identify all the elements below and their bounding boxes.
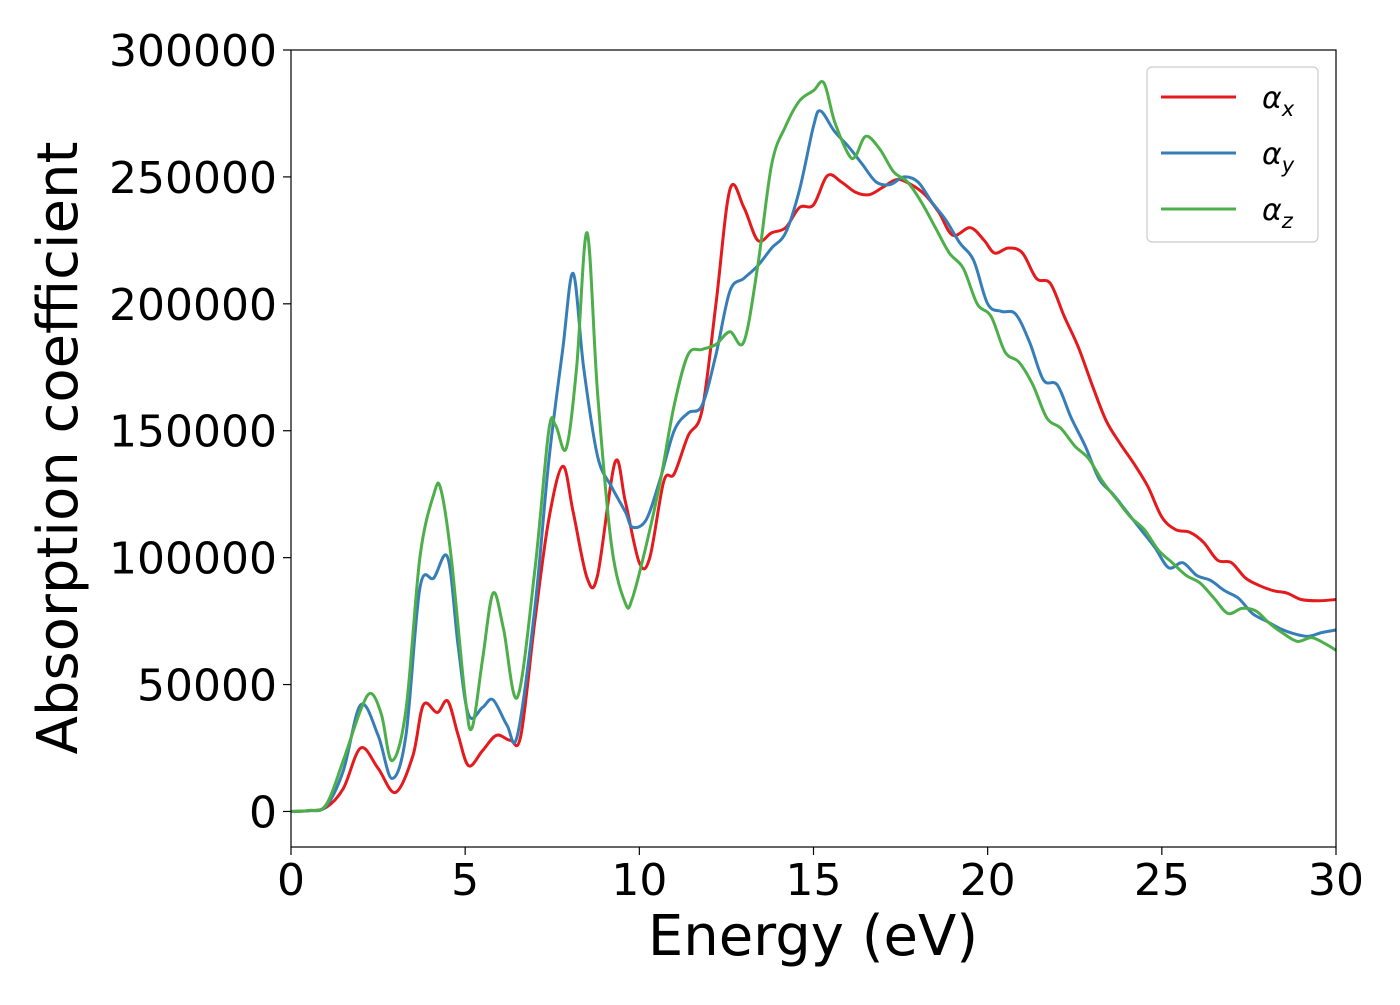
- y-tick-label: 150000: [109, 407, 277, 458]
- legend-label-y: αy: [1262, 137, 1295, 177]
- x-tick-label: 20: [960, 855, 1016, 906]
- x-axis-label: Energy (eV): [648, 904, 978, 969]
- y-tick-label: 100000: [109, 534, 277, 585]
- y-tick-label: 0: [249, 787, 277, 838]
- x-tick-label: 25: [1134, 855, 1190, 906]
- series-line-z: [290, 80, 1337, 813]
- y-tick-label: 200000: [109, 280, 277, 331]
- x-tick-label: 10: [611, 855, 667, 906]
- y-tick-label: 300000: [109, 26, 277, 77]
- y-axis-label: Absorption coefficient: [26, 142, 91, 755]
- legend-label-z: αz: [1262, 193, 1294, 233]
- x-tick-label: 0: [277, 855, 305, 906]
- x-tick-label: 15: [786, 855, 842, 906]
- series-line-x: [290, 173, 1337, 813]
- x-tick-label: 5: [451, 855, 479, 906]
- legend: αx αy αz: [1146, 66, 1319, 243]
- y-tick-label: 250000: [109, 153, 277, 204]
- y-tick-label: 50000: [137, 661, 277, 712]
- legend-label-x: αx: [1262, 81, 1295, 121]
- x-tick-label: 30: [1308, 855, 1364, 906]
